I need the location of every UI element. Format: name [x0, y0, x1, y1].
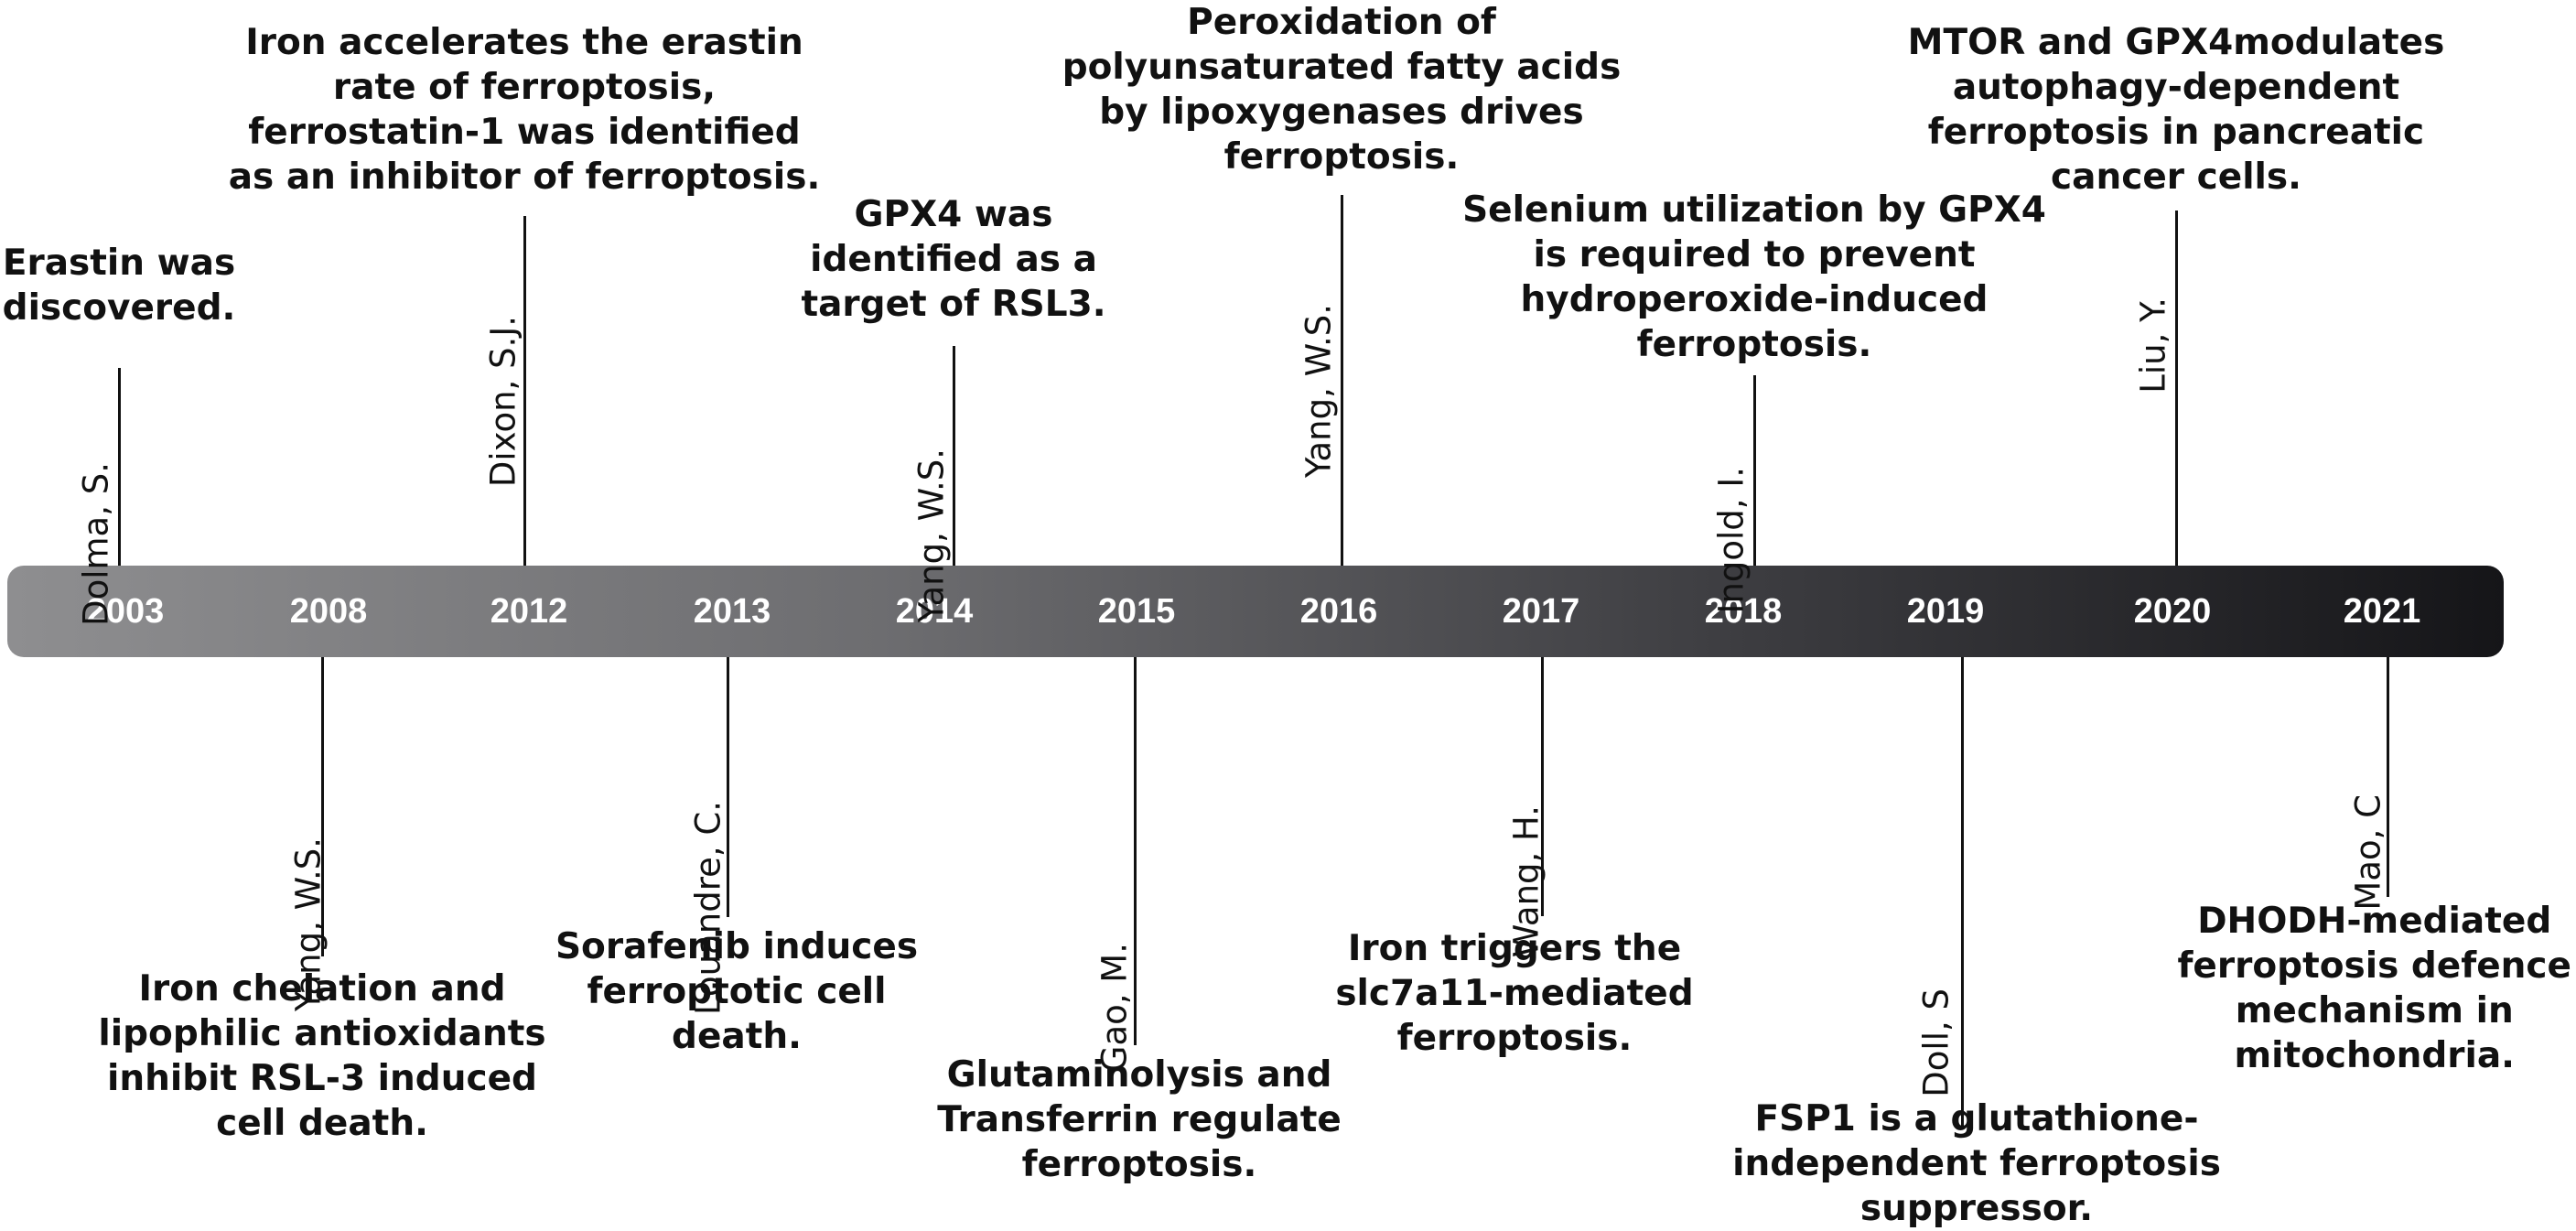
event-connector — [1541, 657, 1544, 916]
event-description: Sorafenib induces ferroptotic cell death… — [555, 926, 919, 1057]
event-connector — [118, 368, 121, 566]
event-connector — [1341, 195, 1343, 566]
event-connector — [953, 346, 955, 566]
year-label: 2008 — [289, 592, 368, 631]
event-connector — [1961, 657, 1964, 1128]
year-label: 2003 — [86, 592, 165, 631]
event-description: Iron accelerates the erastin rate of fer… — [228, 22, 821, 198]
event-connector — [2175, 211, 2178, 566]
event-connector — [2387, 657, 2389, 897]
year-label: 2019 — [1906, 592, 1985, 631]
event-connector — [321, 657, 324, 956]
event-description: DHODH-mediated ferroptosis defence mecha… — [2177, 901, 2571, 1076]
event-author: Doll, S — [1916, 988, 1956, 1097]
event-author: Yang, W.S. — [1299, 304, 1339, 478]
event-connector — [727, 657, 729, 917]
year-label: 2021 — [2343, 592, 2421, 631]
event-description: Selenium utilization by GPX4 is required… — [1462, 189, 2046, 365]
year-label: 2015 — [1097, 592, 1176, 631]
event-description: FSP1 is a glutathione- independent ferro… — [1732, 1098, 2221, 1229]
year-label: 2014 — [895, 592, 974, 631]
event-connector — [523, 216, 526, 566]
event-author: Dixon, S.J. — [483, 316, 523, 488]
year-label: 2012 — [490, 592, 568, 631]
event-description: Iron chelation and lipophilic antioxidan… — [98, 968, 546, 1144]
event-description: Erastin was discovered. — [2, 243, 236, 329]
event-author: Yang, W.S. — [911, 448, 952, 622]
year-label: 2016 — [1299, 592, 1378, 631]
event-author: Liu, Y. — [2133, 297, 2173, 394]
event-connector — [1134, 657, 1137, 1045]
event-connector — [1753, 375, 1756, 566]
year-label: 2018 — [1704, 592, 1783, 631]
event-author: Ingold, I. — [1711, 467, 1751, 614]
year-label: 2013 — [693, 592, 771, 631]
event-author: Dolma, S. — [76, 462, 116, 626]
event-description: Iron triggers the slc7a11-mediated ferro… — [1335, 928, 1694, 1059]
event-description: GPX4 was identified as a target of RSL3. — [801, 194, 1106, 325]
year-label: 2017 — [1502, 592, 1580, 631]
year-label: 2020 — [2133, 592, 2212, 631]
event-description: Peroxidation of polyunsaturated fatty ac… — [1062, 2, 1622, 178]
event-author: Mao, C — [2348, 794, 2388, 911]
event-description: MTOR and GPX4modulates autophagy-depende… — [1907, 22, 2445, 198]
timeline-bar: 2003 2008 2012 2013 2014 2015 2016 2017 … — [7, 566, 2504, 657]
event-description: Glutaminolysis and Transferrin regulate … — [937, 1054, 1342, 1185]
